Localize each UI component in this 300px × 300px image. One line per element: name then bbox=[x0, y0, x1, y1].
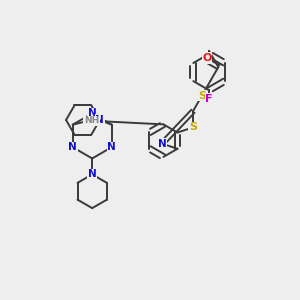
Text: O: O bbox=[202, 53, 212, 63]
Text: N: N bbox=[68, 142, 77, 152]
Text: NH: NH bbox=[84, 116, 99, 125]
Text: N: N bbox=[88, 169, 97, 179]
Text: N: N bbox=[158, 139, 167, 149]
Text: S: S bbox=[198, 91, 206, 100]
Text: N: N bbox=[88, 108, 97, 118]
Text: N: N bbox=[107, 142, 116, 152]
Text: F: F bbox=[205, 94, 213, 104]
Text: N: N bbox=[95, 115, 104, 125]
Text: S: S bbox=[189, 122, 197, 133]
